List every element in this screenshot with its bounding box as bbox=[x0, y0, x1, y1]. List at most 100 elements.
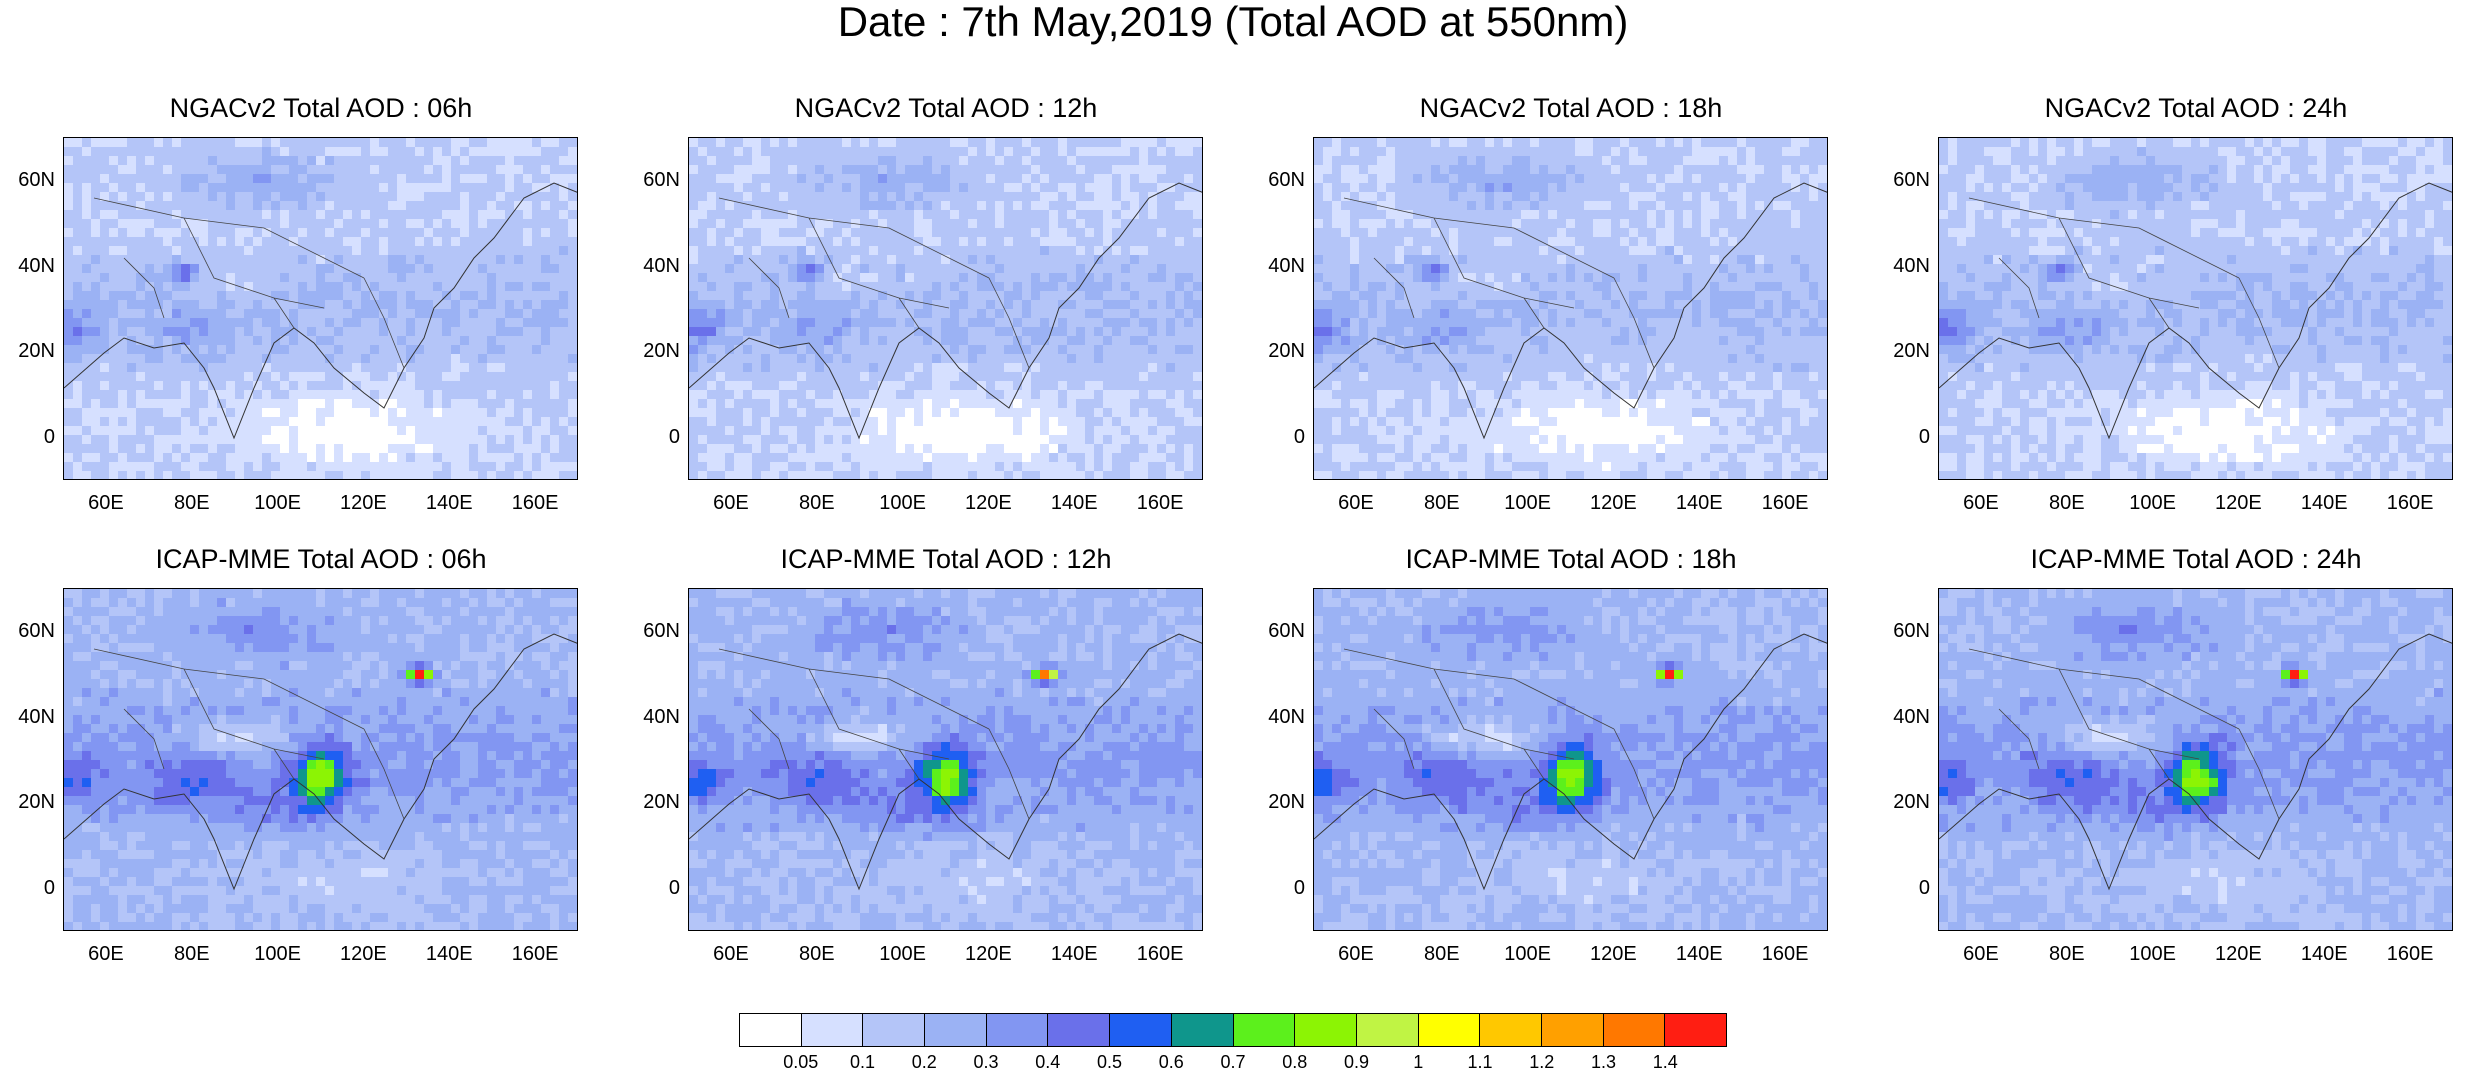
aod-map-panel bbox=[688, 137, 1203, 480]
lon-tick-label: 140E bbox=[1669, 492, 1729, 514]
lon-tick-label: 60E bbox=[1951, 943, 2011, 965]
lon-tick-label: 160E bbox=[1755, 943, 1815, 965]
panel-title: NGACv2 Total AOD : 24h bbox=[1936, 93, 2456, 123]
lon-tick-label: 60E bbox=[701, 492, 761, 514]
lon-tick-label: 80E bbox=[1412, 943, 1472, 965]
lat-tick-label: 40N bbox=[640, 707, 680, 727]
lon-tick-label: 140E bbox=[419, 943, 479, 965]
lon-tick-label: 160E bbox=[1755, 492, 1815, 514]
lon-tick-label: 100E bbox=[1498, 943, 1558, 965]
panel-title: ICAP-MME Total AOD : 06h bbox=[61, 544, 581, 574]
panel-title: ICAP-MME Total AOD : 18h bbox=[1311, 544, 1831, 574]
colorbar-label: 0.1 bbox=[833, 1052, 893, 1072]
lon-tick-label: 100E bbox=[1498, 492, 1558, 514]
colorbar-label: 1.1 bbox=[1450, 1052, 1510, 1072]
lon-tick-label: 120E bbox=[958, 492, 1018, 514]
lon-tick-label: 80E bbox=[787, 943, 847, 965]
colorbar-label: 0.4 bbox=[1018, 1052, 1078, 1072]
colorbar-swatch bbox=[1295, 1014, 1357, 1046]
lat-tick-label: 20N bbox=[1890, 792, 1930, 812]
aod-map-panel bbox=[1313, 588, 1828, 931]
lon-tick-label: 80E bbox=[162, 943, 222, 965]
lat-tick-label: 20N bbox=[640, 341, 680, 361]
lat-tick-label: 0 bbox=[640, 878, 680, 898]
lon-tick-label: 80E bbox=[787, 492, 847, 514]
lon-tick-label: 80E bbox=[162, 492, 222, 514]
aod-field bbox=[1314, 138, 1828, 480]
lon-tick-label: 100E bbox=[873, 943, 933, 965]
colorbar-swatch bbox=[1110, 1014, 1172, 1046]
lat-tick-label: 60N bbox=[1890, 170, 1930, 190]
lon-tick-label: 100E bbox=[873, 492, 933, 514]
lon-tick-label: 80E bbox=[1412, 492, 1472, 514]
panel-title: NGACv2 Total AOD : 06h bbox=[61, 93, 581, 123]
lon-tick-label: 60E bbox=[701, 943, 761, 965]
aod-map-panel bbox=[63, 137, 578, 480]
lat-tick-label: 0 bbox=[1890, 878, 1930, 898]
lat-tick-label: 60N bbox=[640, 621, 680, 641]
lon-tick-label: 120E bbox=[2208, 943, 2268, 965]
lon-tick-label: 160E bbox=[1130, 492, 1190, 514]
lat-tick-label: 0 bbox=[640, 427, 680, 447]
colorbar-swatch bbox=[1172, 1014, 1234, 1046]
lat-tick-label: 20N bbox=[1265, 792, 1305, 812]
colorbar-label: 0.5 bbox=[1080, 1052, 1140, 1072]
figure-title: Date : 7th May,2019 (Total AOD at 550nm) bbox=[0, 0, 2466, 44]
lon-tick-label: 80E bbox=[2037, 492, 2097, 514]
colorbar-label: 0.9 bbox=[1327, 1052, 1387, 1072]
lon-tick-label: 60E bbox=[1326, 492, 1386, 514]
lon-tick-label: 160E bbox=[505, 492, 565, 514]
aod-field bbox=[64, 589, 578, 931]
lat-tick-label: 40N bbox=[1890, 707, 1930, 727]
colorbar-swatch bbox=[1419, 1014, 1481, 1046]
lon-tick-label: 100E bbox=[2123, 943, 2183, 965]
aod-field bbox=[1939, 589, 2453, 931]
lat-tick-label: 60N bbox=[1265, 621, 1305, 641]
lon-tick-label: 140E bbox=[2294, 492, 2354, 514]
lon-tick-label: 60E bbox=[76, 492, 136, 514]
colorbar-swatch bbox=[1357, 1014, 1419, 1046]
lat-tick-label: 20N bbox=[15, 341, 55, 361]
lon-tick-label: 120E bbox=[958, 943, 1018, 965]
panel-title: ICAP-MME Total AOD : 24h bbox=[1936, 544, 2456, 574]
aod-map-panel bbox=[63, 588, 578, 931]
colorbar-label: 1.4 bbox=[1635, 1052, 1695, 1072]
aod-field bbox=[64, 138, 578, 480]
lon-tick-label: 60E bbox=[1326, 943, 1386, 965]
panel-title: NGACv2 Total AOD : 18h bbox=[1311, 93, 1831, 123]
panel-title: NGACv2 Total AOD : 12h bbox=[686, 93, 1206, 123]
lat-tick-label: 0 bbox=[15, 427, 55, 447]
colorbar-swatch bbox=[802, 1014, 864, 1046]
lat-tick-label: 40N bbox=[15, 707, 55, 727]
aod-map-panel bbox=[1313, 137, 1828, 480]
lon-tick-label: 120E bbox=[2208, 492, 2268, 514]
lat-tick-label: 40N bbox=[1890, 256, 1930, 276]
lat-tick-label: 40N bbox=[1265, 707, 1305, 727]
colorbar-swatch bbox=[1665, 1014, 1726, 1046]
colorbar-swatch bbox=[925, 1014, 987, 1046]
lon-tick-label: 160E bbox=[505, 943, 565, 965]
colorbar-swatch bbox=[1234, 1014, 1296, 1046]
aod-field bbox=[1314, 589, 1828, 931]
lon-tick-label: 120E bbox=[333, 492, 393, 514]
lat-tick-label: 60N bbox=[15, 621, 55, 641]
lon-tick-label: 60E bbox=[76, 943, 136, 965]
colorbar-label: 1 bbox=[1388, 1052, 1448, 1072]
lon-tick-label: 100E bbox=[2123, 492, 2183, 514]
lat-tick-label: 60N bbox=[15, 170, 55, 190]
lat-tick-label: 60N bbox=[1890, 621, 1930, 641]
lat-tick-label: 0 bbox=[1265, 427, 1305, 447]
colorbar-swatch bbox=[1542, 1014, 1604, 1046]
colorbar-swatch bbox=[740, 1014, 802, 1046]
lon-tick-label: 140E bbox=[1044, 492, 1104, 514]
aod-map-panel bbox=[1938, 588, 2453, 931]
colorbar-swatch bbox=[1048, 1014, 1110, 1046]
lat-tick-label: 60N bbox=[640, 170, 680, 190]
lon-tick-label: 120E bbox=[333, 943, 393, 965]
colorbar-label: 0.2 bbox=[894, 1052, 954, 1072]
colorbar-swatch bbox=[987, 1014, 1049, 1046]
colorbar-swatch bbox=[863, 1014, 925, 1046]
colorbar-label: 0.05 bbox=[771, 1052, 831, 1072]
aod-field bbox=[689, 138, 1203, 480]
colorbar-swatch bbox=[1604, 1014, 1666, 1046]
